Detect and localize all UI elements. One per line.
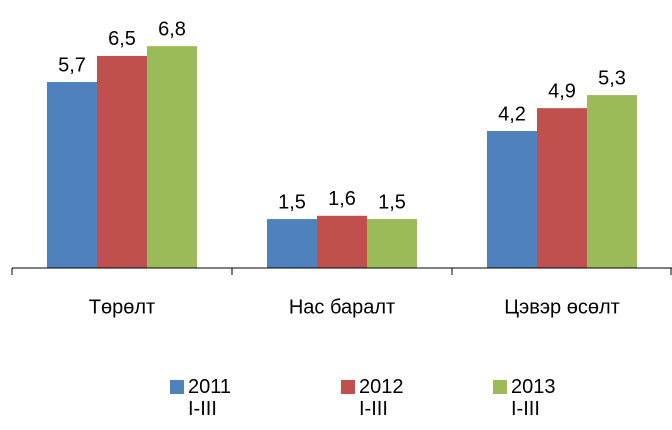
value-label: 1,5 (278, 191, 306, 213)
value-label: 1,6 (328, 188, 356, 210)
bar (317, 215, 367, 268)
value-label: 4,2 (498, 103, 526, 125)
legend-item: 2013 I-III (493, 376, 556, 420)
value-label: 4,9 (548, 80, 576, 102)
x-tick-label: Цэвэр өсөлт (504, 296, 620, 318)
bar (537, 108, 587, 268)
legend-item: 2011 I-III (170, 376, 231, 420)
legend-swatch (493, 380, 507, 394)
bar (47, 82, 97, 268)
value-label: 1,5 (378, 191, 406, 213)
legend-swatch (341, 380, 355, 394)
x-tick-label: Төрөлт (89, 296, 155, 318)
value-label: 5,3 (598, 67, 626, 89)
bar (267, 219, 317, 268)
bar (487, 130, 537, 268)
x-tick-label: Нас баралт (289, 296, 395, 318)
legend-item: 2012 I-III (341, 376, 404, 420)
legend-swatch (170, 380, 184, 394)
legend-label: 2011 I-III (188, 376, 232, 420)
bar (587, 95, 637, 269)
legend-label: 2013 I-III (511, 376, 556, 420)
legend-label: 2012 I-III (359, 376, 404, 420)
value-label: 5,7 (58, 54, 86, 76)
value-label: 6,5 (108, 28, 136, 50)
bar (97, 55, 147, 268)
bar (147, 46, 197, 269)
bar (367, 219, 417, 268)
value-label: 6,8 (158, 18, 186, 40)
